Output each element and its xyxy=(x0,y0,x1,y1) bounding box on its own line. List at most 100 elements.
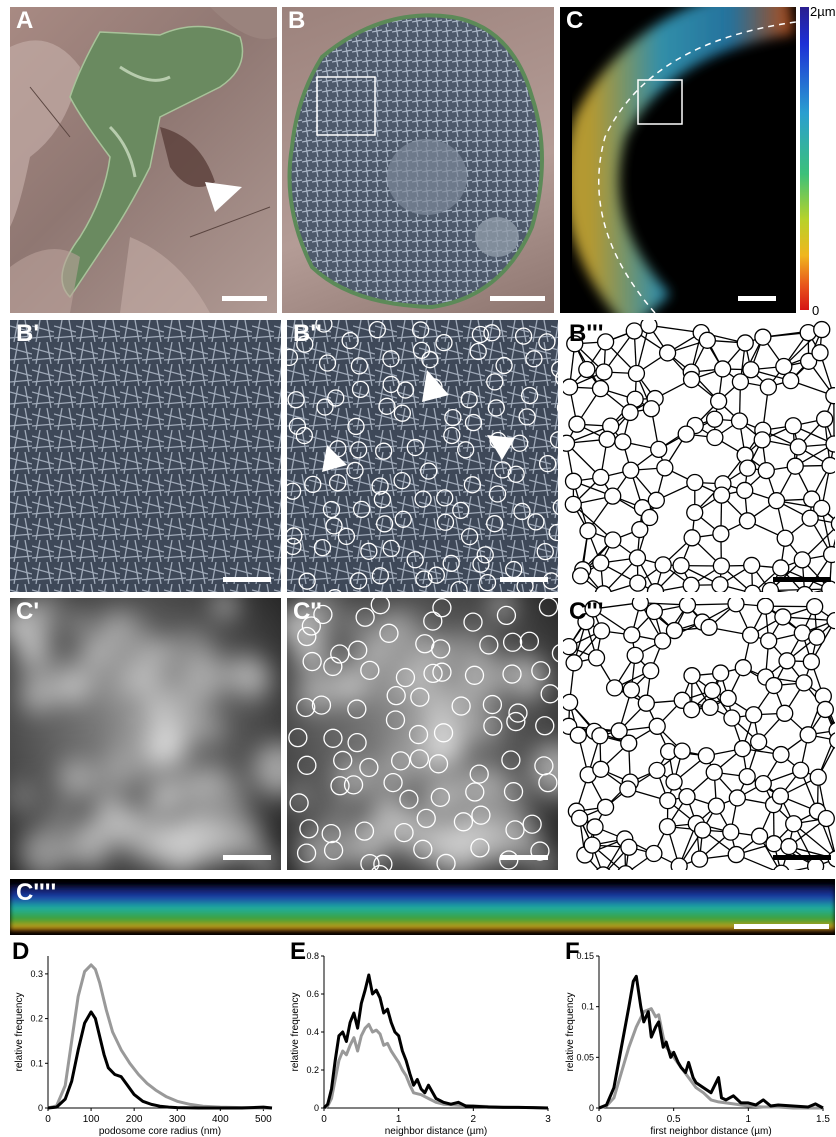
network-node xyxy=(703,681,722,700)
podosome-circle xyxy=(551,360,558,378)
network-node xyxy=(604,487,622,505)
podosome-circle xyxy=(421,351,439,369)
network-node xyxy=(727,598,745,613)
panel-label-a: A xyxy=(16,7,34,34)
podosome-circle xyxy=(476,546,494,564)
signal-blob xyxy=(19,827,70,870)
network-node xyxy=(802,653,821,671)
network-node xyxy=(792,761,810,779)
network-node xyxy=(785,815,803,833)
podosome-markers xyxy=(287,320,558,592)
podosome-circle xyxy=(333,750,353,771)
y-tick-label: 0.6 xyxy=(306,989,319,999)
podosome-circle xyxy=(371,477,389,495)
network-node xyxy=(563,378,579,396)
network-node xyxy=(712,525,730,543)
panel-c-image xyxy=(564,7,796,313)
y-tick-label: 0.4 xyxy=(306,1027,319,1037)
podosome-circle xyxy=(382,350,400,368)
x-axis-label: first neighbor distance (µm) xyxy=(650,1126,771,1137)
network-node xyxy=(749,733,768,751)
network-node xyxy=(659,791,677,810)
network-node xyxy=(640,508,659,527)
signal-blob xyxy=(362,654,394,686)
network-node xyxy=(743,584,762,592)
podosome-circle xyxy=(435,333,453,352)
x-tick-label: 100 xyxy=(83,1114,100,1125)
podosome-circle xyxy=(415,570,433,588)
network-node xyxy=(801,509,819,527)
podosome-circle xyxy=(393,404,412,422)
zoom-box-b xyxy=(316,76,376,136)
network-node xyxy=(591,727,609,745)
network-node xyxy=(591,379,610,398)
panel-label-c1: C' xyxy=(16,598,40,625)
podosome-circle xyxy=(464,665,485,685)
podosome-circle xyxy=(330,644,350,664)
podosome-circle xyxy=(323,840,344,861)
podosome-circle xyxy=(399,789,419,809)
panel-b1-image xyxy=(10,320,281,592)
podosome-circle xyxy=(470,838,490,858)
network-node xyxy=(793,551,811,569)
podosome-circle xyxy=(540,684,558,704)
network-node xyxy=(678,598,697,614)
podosome-circle xyxy=(352,500,371,518)
signal-blob xyxy=(427,822,480,870)
panel-c2-annotated-fluorescence: C'' xyxy=(287,598,558,870)
podosome-circle xyxy=(463,476,482,494)
y-axis-label: relative frequency xyxy=(565,993,576,1072)
y-axis-label: relative frequency xyxy=(14,993,25,1072)
x-tick-label: 1 xyxy=(396,1114,402,1125)
signal-blob xyxy=(324,802,351,829)
podosome-circle xyxy=(318,354,337,372)
network-node xyxy=(648,761,666,780)
network-node xyxy=(563,434,576,452)
x-tick-label: 1 xyxy=(746,1114,752,1125)
network-node xyxy=(678,787,696,806)
network-node xyxy=(686,473,704,492)
signal-blob xyxy=(226,654,263,690)
signal-blob xyxy=(10,780,40,814)
podosome-circle xyxy=(371,864,389,870)
network-node xyxy=(584,600,602,618)
colorbar-max-label: 2µm xyxy=(810,4,836,19)
panel-label-e: E xyxy=(290,938,307,965)
podosome-circle xyxy=(373,490,392,509)
network-node xyxy=(784,417,802,435)
network-node xyxy=(646,583,665,592)
network-node xyxy=(650,440,668,458)
podosome-circle xyxy=(313,604,333,625)
y-tick-label: 0.05 xyxy=(576,1052,594,1062)
series-line xyxy=(598,1007,823,1110)
podosome-circle xyxy=(410,687,430,707)
podosome-circle xyxy=(416,808,436,829)
podosome-circle xyxy=(406,438,424,457)
signal-blob xyxy=(97,752,135,791)
network-node xyxy=(761,581,780,592)
signal-blob xyxy=(141,697,172,728)
podosome-circle xyxy=(538,333,556,351)
podosome-circle xyxy=(383,772,403,793)
network-node xyxy=(629,574,647,592)
podosome-circle xyxy=(471,325,490,344)
podosome-circle xyxy=(325,517,343,535)
scale-bar xyxy=(773,855,831,860)
podosome-circle xyxy=(298,572,316,590)
podosome-circle xyxy=(469,764,489,784)
network-edge xyxy=(572,503,614,541)
panel-c1-fluorescence-zoom: C' xyxy=(10,598,281,870)
network-node xyxy=(592,554,610,572)
network-node xyxy=(578,360,596,379)
network-node xyxy=(665,773,683,791)
signal-blob xyxy=(473,774,525,825)
panel-b-image xyxy=(287,13,544,310)
network-node xyxy=(610,722,628,740)
network-node xyxy=(625,322,643,340)
podosome-circle xyxy=(297,755,317,775)
podosome-circle xyxy=(287,537,302,556)
network-node xyxy=(793,624,811,642)
signal-blob xyxy=(374,752,412,791)
x-tick-label: 0 xyxy=(321,1114,327,1125)
podosome-circle xyxy=(451,696,471,716)
